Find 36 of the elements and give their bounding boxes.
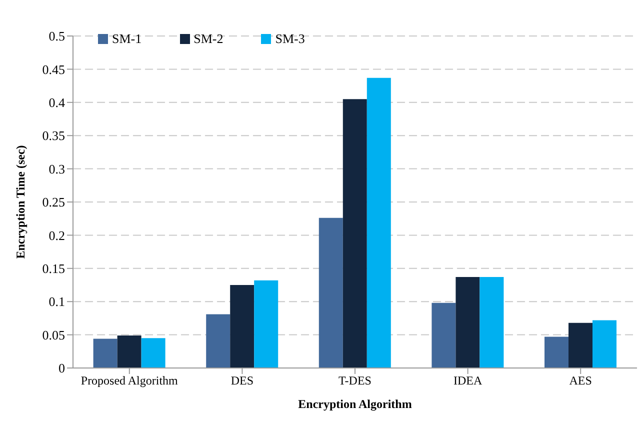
bar <box>318 218 343 368</box>
y-tick-label: 0.15 <box>42 261 65 276</box>
y-tick-label: 0.35 <box>42 128 65 144</box>
bar <box>544 336 569 368</box>
bar <box>342 99 367 368</box>
y-tick-label: 0.1 <box>48 294 65 310</box>
bar <box>432 302 456 368</box>
x-tick-label: IDEA <box>453 374 482 388</box>
x-tick-label: AES <box>569 374 592 388</box>
bar <box>117 335 142 368</box>
y-axis-title: Encryption Time (sec) <box>13 145 28 259</box>
y-tick-label: 0.4 <box>48 95 66 110</box>
y-tick-label: 0.2 <box>48 228 65 243</box>
bar <box>230 285 254 368</box>
y-tick-label: 0.05 <box>42 327 65 342</box>
legend-label: SM-3 <box>275 31 305 46</box>
x-axis-title: Encryption Algorithm <box>298 397 412 411</box>
bar <box>480 277 504 368</box>
bar <box>456 277 480 368</box>
legend-label: SM-1 <box>112 31 142 46</box>
x-tick-label: DES <box>230 374 254 388</box>
bar <box>254 280 278 368</box>
bar <box>592 320 617 368</box>
y-tick-label: 0.5 <box>48 28 65 44</box>
y-tick-label: 0.45 <box>42 62 65 77</box>
x-tick-label: Proposed Algorithm <box>80 374 179 388</box>
bar <box>206 314 230 368</box>
bar <box>366 78 391 368</box>
bar <box>568 322 593 368</box>
y-tick-label: 0.25 <box>42 194 65 210</box>
y-tick-label: 0 <box>58 360 65 376</box>
bar <box>93 338 118 368</box>
y-tick-label: 0.3 <box>48 161 65 176</box>
x-tick-label: T-DES <box>338 374 372 388</box>
legend-label: SM-2 <box>194 31 224 46</box>
bar <box>141 338 166 368</box>
